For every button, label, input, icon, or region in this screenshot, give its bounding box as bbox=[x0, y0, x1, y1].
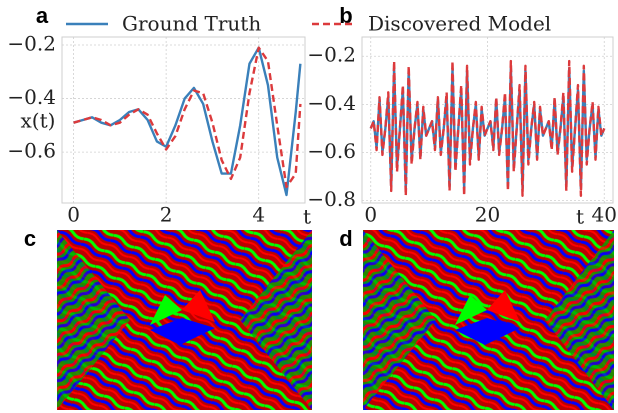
legend-label: Discovered Model bbox=[368, 12, 551, 36]
y-tick-label: −0.2 bbox=[7, 32, 56, 56]
series-line bbox=[73, 46, 302, 189]
y-tick-label: −0.8 bbox=[307, 187, 356, 211]
basin-images bbox=[57, 230, 614, 410]
basin-image bbox=[57, 230, 312, 410]
y-tick-label: −0.6 bbox=[7, 139, 56, 163]
x-axis-label: t bbox=[303, 205, 311, 229]
panel-label: a bbox=[36, 3, 49, 28]
y-tick-label: −0.4 bbox=[7, 85, 56, 109]
y-tick-label: −0.4 bbox=[307, 91, 356, 115]
legend: Ground Truth Discovered Model bbox=[66, 12, 551, 36]
y-tick-label: −0.6 bbox=[307, 139, 356, 163]
chart-panel: −0.6 −0.4 −0.2 0 2 4 t x(t) bbox=[7, 32, 311, 229]
x-tick-label: 40 bbox=[592, 203, 617, 227]
panel-label: b bbox=[339, 3, 352, 28]
y-axis-label: x(t) bbox=[21, 109, 56, 133]
x-axis-label: t bbox=[576, 205, 584, 229]
y-tick-label: −0.2 bbox=[307, 43, 356, 67]
series-line bbox=[73, 46, 302, 197]
x-tick-label: 0 bbox=[364, 203, 377, 227]
x-tick-label: 2 bbox=[160, 203, 173, 227]
panel-label: d bbox=[339, 226, 352, 251]
x-tick-label: 0 bbox=[67, 203, 80, 227]
plot-area bbox=[61, 36, 306, 204]
chart-panel: −0.8 −0.6 −0.4 −0.2 0 20 40 t bbox=[307, 36, 617, 229]
basin-image bbox=[363, 230, 614, 410]
x-tick-label: 20 bbox=[475, 203, 500, 227]
legend-label: Ground Truth bbox=[122, 12, 261, 36]
panel-label: c bbox=[24, 226, 36, 251]
x-tick-label: 4 bbox=[252, 203, 265, 227]
